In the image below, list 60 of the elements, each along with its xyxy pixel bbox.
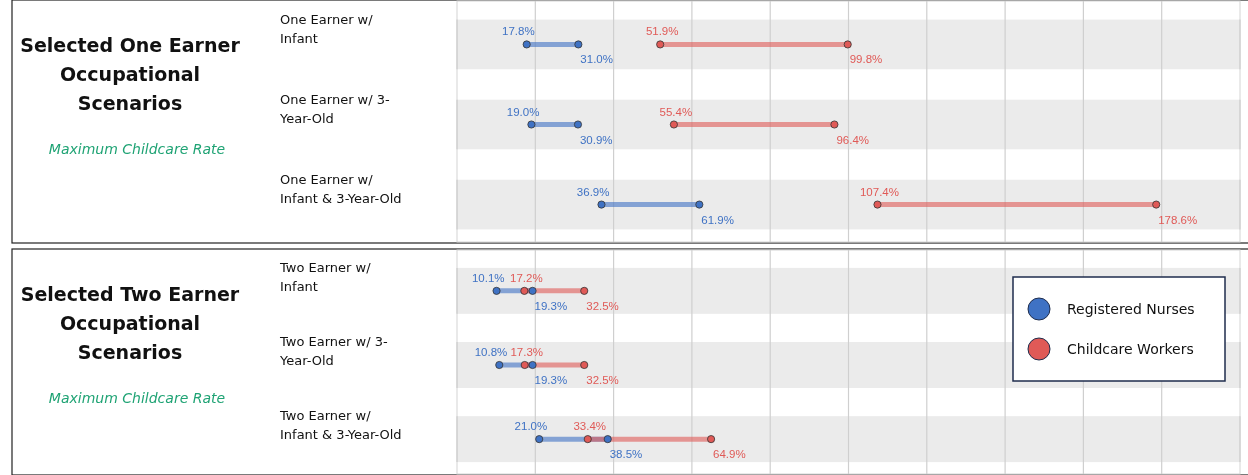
data-label: 96.4% — [836, 133, 870, 146]
point — [843, 40, 852, 49]
point — [492, 286, 501, 295]
point — [656, 40, 665, 49]
legend-label: Childcare Workers — [1067, 341, 1194, 357]
point — [535, 435, 544, 444]
data-label: 30.9% — [579, 133, 613, 146]
point — [597, 200, 606, 209]
text: Maximum Childcare Rate — [48, 141, 226, 157]
y-tick-label: Two Earner w/ Infant — [279, 259, 372, 294]
point — [603, 435, 612, 444]
data-label: 99.8% — [849, 53, 883, 66]
point — [580, 286, 589, 295]
point — [695, 200, 704, 209]
point — [573, 120, 582, 129]
data-label: 32.5% — [586, 299, 619, 312]
point — [495, 361, 504, 369]
point — [580, 361, 589, 369]
point — [528, 286, 537, 295]
data-label: 19.3% — [534, 374, 568, 386]
data-label: 10.1% — [471, 271, 505, 284]
point — [574, 40, 583, 49]
point — [583, 435, 592, 444]
y-tick-label: Two Earner w/ 3-Year-Old — [279, 334, 388, 369]
point — [522, 40, 531, 49]
data-label: 33.4% — [573, 420, 607, 433]
y-tick-label: Two Earner w/ Infant & 3-Year-Old — [279, 408, 402, 443]
point — [873, 200, 882, 209]
data-label: 178.6% — [1158, 213, 1198, 226]
data-label: 17.2% — [510, 271, 543, 284]
legend-label: Registered Nurses — [1067, 301, 1195, 317]
data-label: 31.0% — [580, 53, 613, 66]
data-label: 55.4% — [659, 105, 693, 118]
y-tick-label: One Earner w/ 3-Year-Old — [279, 91, 391, 126]
point — [1152, 200, 1161, 209]
text: Maximum Childcare Rate — [48, 390, 226, 406]
data-label: 32.5% — [586, 374, 619, 386]
data-label: 19.0% — [506, 105, 540, 118]
y-tick-label: One Earner w/ Infant & 3-Year-Old — [280, 171, 402, 206]
data-label: 107.4% — [859, 185, 899, 198]
data-label: 21.0% — [514, 420, 548, 433]
data-label: 64.9% — [713, 448, 746, 461]
point — [669, 120, 678, 129]
point — [527, 120, 536, 129]
point — [520, 286, 529, 295]
data-label: 10.8% — [474, 346, 508, 358]
data-label: 17.3% — [510, 346, 544, 358]
point — [830, 120, 839, 129]
text: Selected Two Earner Occupational Scenarios — [20, 283, 240, 363]
data-label: 19.3% — [534, 299, 568, 312]
data-label: 36.9% — [576, 185, 610, 198]
y-tick-label: One Earner w/ Infant — [280, 11, 374, 46]
point — [707, 435, 716, 444]
point — [520, 361, 529, 369]
data-label: 17.8% — [502, 25, 535, 38]
data-label: 61.9% — [701, 213, 734, 226]
data-label: 38.5% — [609, 448, 643, 461]
data-label: 51.9% — [645, 25, 679, 38]
text: Selected One Earner Occupational Scenarios — [20, 34, 241, 114]
point — [528, 361, 537, 369]
